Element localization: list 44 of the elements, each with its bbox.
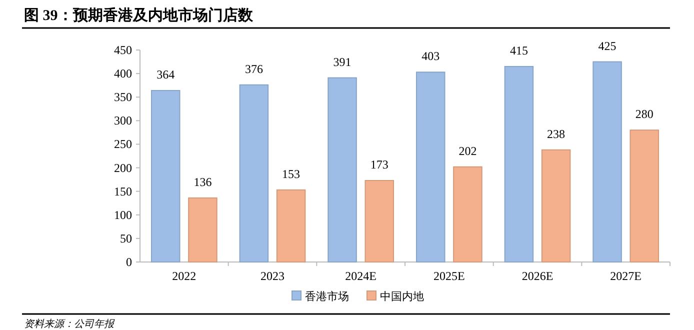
y-tick-label: 100	[114, 208, 132, 222]
data-label: 153	[282, 166, 300, 181]
y-tick-label: 150	[114, 184, 132, 198]
bar	[630, 130, 660, 262]
bar	[239, 84, 269, 262]
data-label: 136	[194, 174, 212, 189]
bar	[276, 189, 306, 262]
y-tick-label: 0	[126, 255, 132, 269]
x-tick-label: 2022	[172, 269, 196, 283]
legend-label: 中国内地	[380, 290, 424, 303]
bar	[188, 197, 218, 262]
data-label: 376	[244, 62, 263, 76]
bar	[328, 77, 357, 262]
data-label: 173	[370, 158, 388, 172]
x-tick-label: 2027E	[610, 269, 642, 283]
bar	[453, 166, 482, 262]
y-tick-label: 300	[114, 114, 132, 128]
bar	[592, 61, 622, 262]
x-tick-label: 2025E	[433, 269, 465, 283]
bar	[416, 72, 446, 262]
x-tick-label: 2023	[260, 269, 284, 283]
bar	[364, 180, 394, 262]
y-tick-label: 400	[114, 66, 132, 81]
data-label: 415	[510, 43, 528, 58]
data-label: 391	[333, 54, 352, 69]
y-tick-label: 350	[114, 90, 132, 104]
legend-label: 香港市场	[305, 290, 349, 303]
bar	[150, 90, 180, 262]
y-tick-label: 450	[114, 43, 132, 57]
y-tick-label: 200	[114, 160, 132, 175]
bar	[541, 149, 571, 262]
data-label: 425	[598, 38, 616, 53]
x-tick-label: 2024E	[345, 269, 377, 283]
bar	[504, 66, 534, 262]
data-label: 280	[635, 107, 654, 122]
data-label: 403	[422, 49, 440, 64]
y-tick-label: 50	[120, 231, 132, 246]
text: 资料来源：公司年报	[24, 318, 115, 330]
y-tick-label: 250	[114, 137, 132, 152]
chart-title: 图 39：预期香港及内地市场门店数	[24, 6, 254, 24]
data-label: 364	[156, 68, 175, 82]
x-tick-label: 2026E	[522, 269, 554, 283]
data-label: 202	[458, 144, 477, 158]
data-label: 238	[547, 126, 566, 141]
